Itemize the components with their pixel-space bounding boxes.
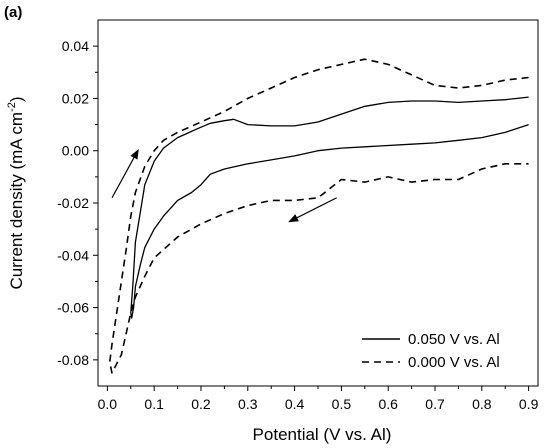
x-tick-label: 0.0 bbox=[98, 396, 118, 412]
y-tick-label: 0.00 bbox=[62, 143, 89, 159]
y-tick-label: -0.06 bbox=[57, 300, 89, 316]
x-tick-label: 0.6 bbox=[378, 396, 398, 412]
x-axis-label: Potential (V vs. Al) bbox=[253, 425, 392, 444]
y-axis-label-close: ) bbox=[7, 96, 26, 102]
x-tick-label: 0.4 bbox=[285, 396, 305, 412]
x-tick-label: 0.3 bbox=[238, 396, 258, 412]
panel-label: (a) bbox=[4, 4, 22, 21]
y-axis-label-main: Current density (mA cm bbox=[7, 112, 26, 290]
scan-direction-arrow-up bbox=[111, 148, 139, 199]
x-tick-label: 0.8 bbox=[472, 396, 492, 412]
legend-label-solid: 0.050 V vs. Al bbox=[408, 331, 500, 348]
y-tick-label: 0.04 bbox=[62, 38, 89, 54]
x-tick-label: 0.1 bbox=[144, 396, 164, 412]
series-line-0v bbox=[108, 58, 529, 374]
x-tick-label: 0.2 bbox=[191, 396, 211, 412]
y-tick-label: -0.04 bbox=[57, 247, 89, 263]
plot-area: 0.0 0.1 0.2 0.3 0.4 0.5 0.6 0.7 0.8 0.9 -0.08 -0.06… bbox=[57, 19, 539, 412]
scan-direction-arrow-left bbox=[288, 197, 337, 223]
legend: 0.050 V vs. Al 0.000 V vs. Al bbox=[362, 331, 500, 371]
y-tick-label: -0.08 bbox=[57, 352, 89, 368]
legend-label-dashed: 0.000 V vs. Al bbox=[408, 354, 500, 371]
x-tick-label: 0.9 bbox=[519, 396, 539, 412]
y-axis-label-superscript: -2 bbox=[6, 102, 18, 112]
y-tick-label: -0.02 bbox=[57, 195, 89, 211]
series-line-0050v bbox=[130, 96, 529, 319]
x-tick-label: 0.5 bbox=[332, 396, 352, 412]
x-tick-label: 0.7 bbox=[425, 396, 445, 412]
y-axis-label: Current density (mA cm-2) bbox=[6, 96, 26, 289]
y-tick-label: 0.02 bbox=[62, 90, 89, 106]
